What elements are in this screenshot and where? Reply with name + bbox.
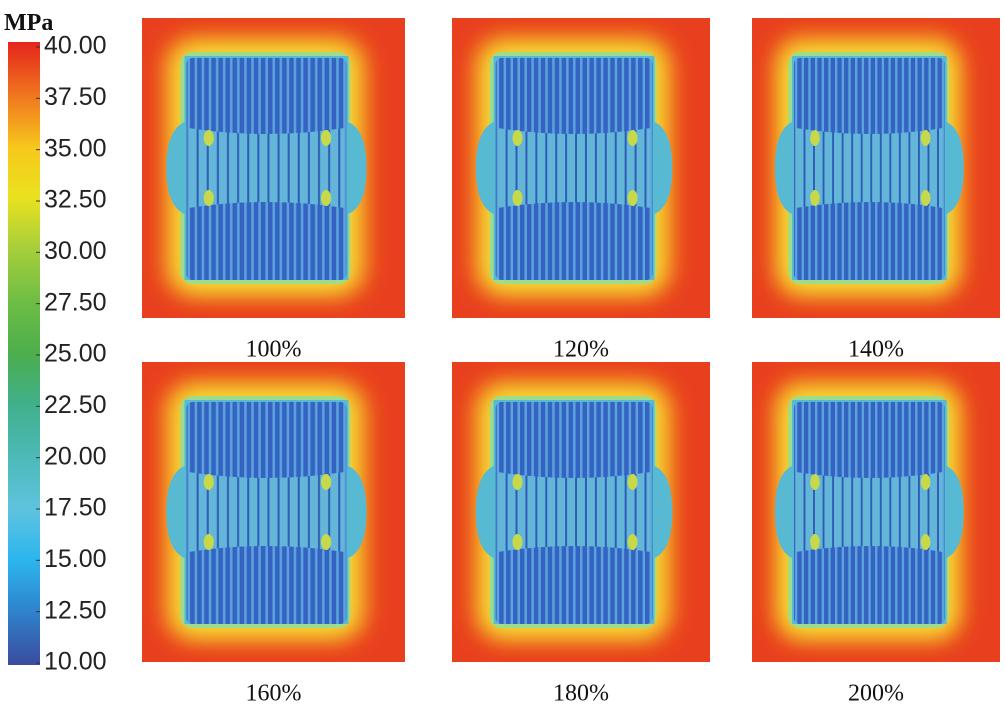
tick-label: 17.50 (44, 494, 107, 522)
stress-map (752, 362, 1000, 662)
stress-map (142, 362, 405, 662)
panel-label: 100% (246, 337, 302, 363)
panel-label: 120% (553, 337, 609, 363)
colorbar-unit: MPa (4, 10, 53, 36)
tick-label: 40.00 (44, 32, 107, 60)
tick-label: 27.50 (44, 288, 107, 316)
tick-label: 30.00 (44, 237, 107, 265)
tick-label: 37.50 (44, 83, 107, 111)
panel-label: 200% (848, 681, 904, 706)
stress-map (452, 362, 710, 662)
tick-label: 12.50 (44, 596, 107, 624)
tick-label: 10.00 (44, 648, 107, 676)
panel-label: 180% (553, 681, 609, 706)
tick-label: 22.50 (44, 391, 107, 419)
panel-label: 140% (848, 337, 904, 363)
stress-map (452, 18, 710, 318)
tick-label: 25.00 (44, 340, 107, 368)
panel-label: 160% (246, 681, 302, 706)
stress-map (142, 18, 405, 318)
tick-label: 15.00 (44, 545, 107, 573)
colorbar (8, 42, 40, 665)
stress-map (752, 18, 1000, 318)
tick-label: 35.00 (44, 134, 107, 162)
tick-label: 20.00 (44, 442, 107, 470)
tick-label: 32.50 (44, 186, 107, 214)
